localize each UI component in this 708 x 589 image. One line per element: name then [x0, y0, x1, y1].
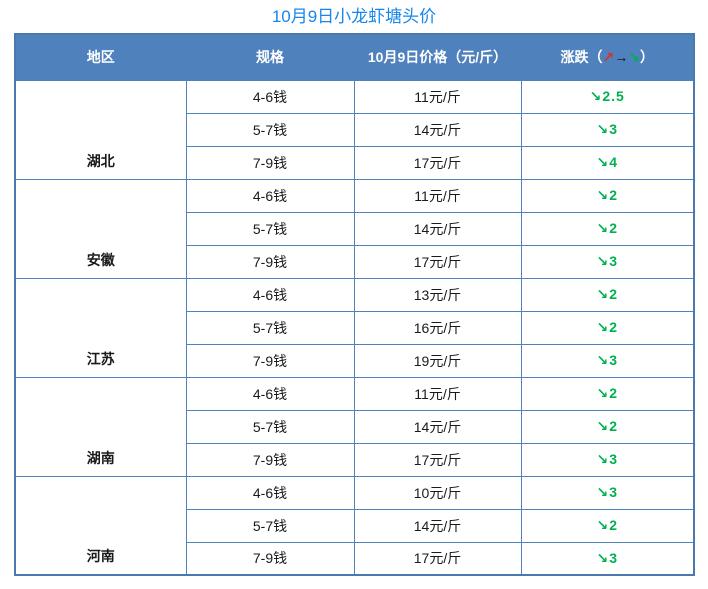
flat-arrow-icon: →: [614, 49, 629, 66]
change-header-close-paren: ）: [639, 49, 654, 66]
change-cell: ↘3: [520, 541, 695, 576]
table-row: 5-7钱 14元/斤 ↘2: [15, 508, 695, 543]
change-cell: ↘2: [520, 310, 695, 345]
table-row: 5-7钱 14元/斤 ↘2: [15, 409, 695, 444]
table-row: 5-7钱 16元/斤 ↘2: [15, 310, 695, 345]
table-row: 河南 4-6钱 10元/斤 ↘3: [14, 475, 695, 576]
spec-cell: 5-7钱: [185, 508, 355, 543]
region-cell: 安徽: [14, 178, 187, 279]
table-row: 7-9钱 17元/斤 ↘3: [15, 442, 695, 477]
page-title: 10月9日小龙虾塘头价: [271, 7, 437, 26]
change-cell: ↘3: [520, 112, 695, 147]
table-row: 5-7钱 14元/斤 ↘3: [15, 112, 695, 147]
down-arrow-icon: ↘: [628, 49, 640, 66]
spec-cell: 4-6钱: [185, 79, 355, 114]
col-header-region: 地区: [14, 33, 187, 81]
up-arrow-icon: ↗: [602, 49, 615, 66]
spec-cell: 7-9钱: [185, 343, 355, 378]
price-cell: 10元/斤: [353, 475, 522, 510]
price-cell: 19元/斤: [353, 343, 522, 378]
price-cell: 11元/斤: [353, 178, 522, 213]
price-cell: 11元/斤: [353, 79, 522, 114]
table-row: 7-9钱 17元/斤 ↘3: [15, 244, 695, 279]
spec-cell: 7-9钱: [185, 442, 355, 477]
table-row: 5-7钱 14元/斤 ↘2: [15, 211, 695, 246]
price-cell: 11元/斤: [353, 376, 522, 411]
col-header-price: 10月9日价格（元/斤）: [353, 33, 522, 81]
price-cell: 14元/斤: [353, 508, 522, 543]
change-cell: ↘2: [520, 211, 695, 246]
region-cell: 江苏: [14, 277, 187, 378]
spec-cell: 4-6钱: [185, 178, 355, 213]
spec-cell: 5-7钱: [185, 211, 355, 246]
table-row: 7-9钱 19元/斤 ↘3: [15, 343, 695, 378]
change-cell: ↘2: [520, 376, 695, 411]
price-cell: 14元/斤: [353, 409, 522, 444]
table-row: 安徽 4-6钱 11元/斤 ↘2: [14, 178, 695, 279]
col-header-change: 涨跌（↗→↘）: [520, 33, 695, 81]
spec-cell: 7-9钱: [185, 244, 355, 279]
change-cell: ↘3: [520, 244, 695, 279]
price-cell: 14元/斤: [353, 112, 522, 147]
change-cell: ↘2.5: [520, 79, 695, 114]
table-row: 7-9钱 17元/斤 ↘4: [15, 145, 695, 180]
region-cell: 湖南: [14, 376, 187, 477]
table-row: 湖北 4-6钱 11元/斤 ↘2.5: [14, 79, 695, 180]
spec-cell: 5-7钱: [185, 310, 355, 345]
col-header-spec: 规格: [185, 33, 355, 81]
price-cell: 16元/斤: [353, 310, 522, 345]
table-row: 江苏 4-6钱 13元/斤 ↘2: [14, 277, 695, 378]
change-cell: ↘3: [520, 442, 695, 477]
change-cell: ↘2: [520, 508, 695, 543]
spec-cell: 7-9钱: [185, 541, 355, 576]
spec-cell: 7-9钱: [185, 145, 355, 180]
header-row: 地区 规格 10月9日价格（元/斤） 涨跌（↗→↘）: [14, 33, 695, 81]
change-cell: ↘3: [520, 475, 695, 510]
change-cell: ↘2: [520, 178, 695, 213]
region-cell: 河南: [14, 475, 187, 576]
table-row: 7-9钱 17元/斤 ↘3: [15, 541, 695, 576]
table-row: 湖南 4-6钱 11元/斤 ↘2: [14, 376, 695, 477]
spec-cell: 5-7钱: [185, 409, 355, 444]
region-cell: 湖北: [14, 79, 187, 180]
price-cell: 13元/斤: [353, 277, 522, 312]
spec-cell: 4-6钱: [185, 475, 355, 510]
price-cell: 17元/斤: [353, 145, 522, 180]
change-cell: ↘3: [520, 343, 695, 378]
change-cell: ↘2: [520, 409, 695, 444]
price-cell: 14元/斤: [353, 211, 522, 246]
change-cell: ↘4: [520, 145, 695, 180]
price-cell: 17元/斤: [353, 442, 522, 477]
spec-cell: 5-7钱: [185, 112, 355, 147]
price-table: 地区 规格 10月9日价格（元/斤） 涨跌（↗→↘） 湖北 4-6钱 11元/斤…: [14, 33, 695, 576]
price-cell: 17元/斤: [353, 541, 522, 576]
change-cell: ↘2: [520, 277, 695, 312]
change-header-label: 涨跌（: [560, 49, 603, 66]
spec-cell: 4-6钱: [185, 376, 355, 411]
spec-cell: 4-6钱: [185, 277, 355, 312]
price-cell: 17元/斤: [353, 244, 522, 279]
